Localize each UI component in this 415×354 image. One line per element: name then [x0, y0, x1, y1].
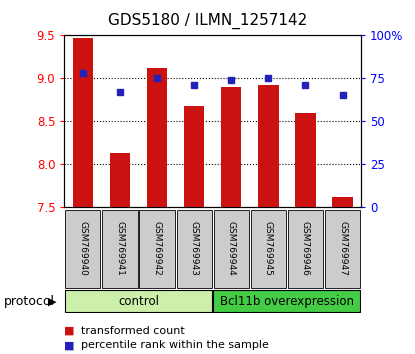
Text: GSM769947: GSM769947 [338, 221, 347, 276]
FancyBboxPatch shape [65, 210, 100, 288]
FancyBboxPatch shape [251, 210, 286, 288]
Text: GSM769942: GSM769942 [153, 221, 161, 276]
Text: ▶: ▶ [48, 296, 56, 306]
Text: protocol: protocol [4, 295, 55, 308]
FancyBboxPatch shape [103, 210, 138, 288]
FancyBboxPatch shape [139, 210, 175, 288]
Text: GSM769944: GSM769944 [227, 221, 236, 276]
Text: Bcl11b overexpression: Bcl11b overexpression [220, 295, 354, 308]
Text: GSM769940: GSM769940 [78, 221, 88, 276]
Text: transformed count: transformed count [81, 326, 185, 336]
Bar [184, 106, 204, 207]
Bar [221, 87, 242, 207]
FancyBboxPatch shape [176, 210, 212, 288]
FancyBboxPatch shape [288, 210, 323, 288]
Text: GSM769941: GSM769941 [115, 221, 124, 276]
FancyBboxPatch shape [65, 290, 212, 312]
Text: GSM769945: GSM769945 [264, 221, 273, 276]
Text: ■: ■ [64, 326, 75, 336]
FancyBboxPatch shape [213, 290, 360, 312]
Bar [147, 68, 167, 207]
Text: ■: ■ [64, 340, 75, 350]
FancyBboxPatch shape [325, 210, 360, 288]
Text: GSM769946: GSM769946 [301, 221, 310, 276]
Bar [295, 113, 316, 207]
FancyBboxPatch shape [214, 210, 249, 288]
Bar [332, 197, 353, 207]
Text: GDS5180 / ILMN_1257142: GDS5180 / ILMN_1257142 [108, 12, 307, 29]
Text: percentile rank within the sample: percentile rank within the sample [81, 340, 269, 350]
Text: control: control [118, 295, 159, 308]
Bar [258, 85, 278, 207]
Bar [73, 38, 93, 207]
Text: GSM769943: GSM769943 [190, 221, 199, 276]
Bar [110, 153, 130, 207]
